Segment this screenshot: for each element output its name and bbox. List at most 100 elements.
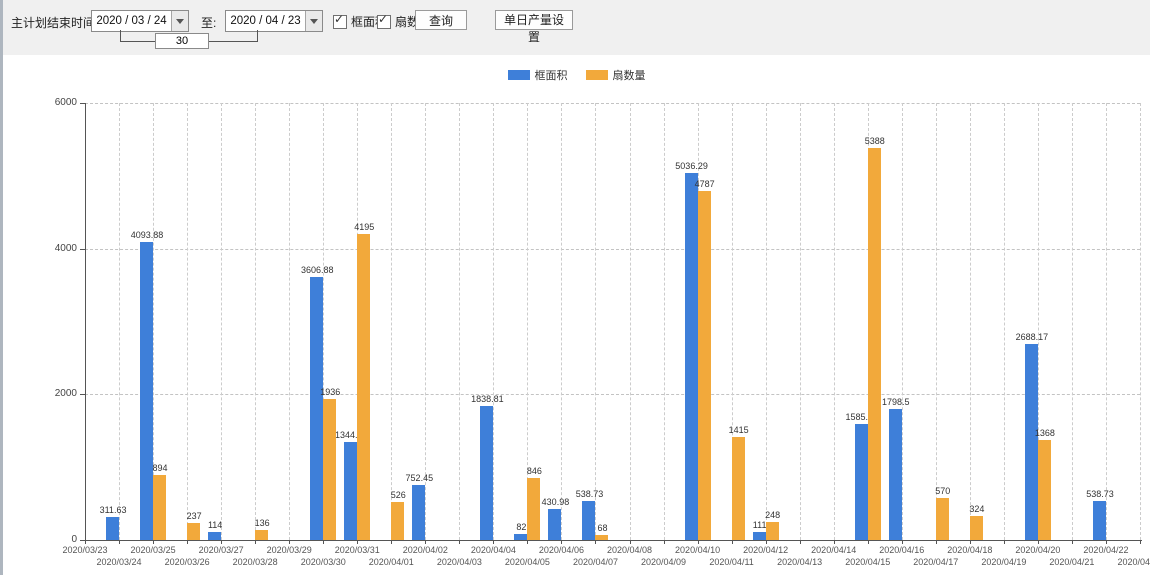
- legend-item-frame-area: 框面积: [507, 67, 568, 83]
- chart-bar: [1024, 344, 1038, 540]
- x-axis-tick-label: 2020/04/06: [538, 545, 584, 555]
- legend-item-fans-count: 扇数量: [585, 67, 646, 83]
- v-gridline: [493, 103, 495, 540]
- chart-bar: [854, 424, 868, 540]
- x-axis-tick: [629, 540, 631, 544]
- x-axis-tick-label: 2020/03/26: [164, 557, 210, 567]
- chart-bar: [1037, 440, 1051, 540]
- date-from-select[interactable]: 2020 / 03 / 24: [91, 10, 189, 32]
- x-axis-tick-label: 2020/03/25: [130, 545, 176, 555]
- bar-value-label: 1415: [728, 424, 749, 435]
- bar-value-label: 3606.88: [300, 265, 334, 276]
- x-axis-tick-label: 2020/04/19: [981, 557, 1027, 567]
- x-axis-tick-label: 2020/04/16: [879, 545, 925, 555]
- x-axis-tick: [901, 540, 903, 544]
- bar-value-label: 526: [390, 489, 406, 500]
- x-axis-tick: [153, 540, 155, 544]
- v-gridline: [799, 103, 801, 540]
- bar-value-label: 430.98: [541, 496, 570, 507]
- legend-label-fans-count: 扇数量: [612, 70, 646, 82]
- chart-area: 框面积 扇数量 0 2000 4000 6000 2020/03/23 2020/03/2…: [3, 55, 1150, 575]
- chart-bar: [752, 531, 766, 540]
- checkbox-fans-count-box[interactable]: ✓: [377, 13, 391, 29]
- window-left-edge: [0, 0, 3, 575]
- chevron-down-icon: [310, 18, 318, 28]
- y-axis-tick: [80, 540, 85, 541]
- y-axis-tick: [80, 103, 85, 104]
- to-label: 至:: [201, 16, 217, 30]
- v-gridline: [1003, 103, 1005, 540]
- toolbar: 主计划结束时间: 2020 / 03 / 24 至: 2020 / 04 / 2…: [3, 0, 1150, 55]
- checkbox-frame-area-box[interactable]: ✓: [333, 11, 347, 29]
- bar-value-label: 1798.5: [882, 397, 910, 407]
- v-gridline: [153, 103, 155, 540]
- bar-value-label: 4787: [694, 179, 715, 190]
- x-axis-tick: [1105, 540, 1107, 544]
- x-axis-tick-label: 2020/04/10: [675, 545, 721, 555]
- bar-value-label: 1936: [320, 386, 341, 397]
- v-gridline: [289, 103, 291, 540]
- bar-value-label: 136: [254, 518, 270, 529]
- x-axis-tick: [561, 540, 563, 544]
- x-axis-tick-label: 2020/04/08: [606, 545, 653, 555]
- bar-value-label: 5388: [864, 135, 885, 146]
- check-icon: ✓: [334, 11, 345, 26]
- bar-value-label: 1368: [1034, 428, 1055, 439]
- x-axis-tick-label: 2020/04/23: [1117, 557, 1150, 567]
- daily-output-settings-button[interactable]: 单日产量设置: [495, 10, 573, 44]
- v-gridline: [731, 103, 733, 540]
- chart-bar: [153, 474, 167, 540]
- x-axis-tick-label: 2020/03/29: [266, 545, 312, 555]
- v-gridline: [663, 103, 665, 540]
- date-to-select[interactable]: 2020 / 04 / 23: [225, 10, 323, 32]
- x-axis-tick-label: 2020/03/23: [62, 545, 108, 555]
- chart-bar: [867, 147, 881, 540]
- x-axis-tick: [697, 540, 699, 544]
- v-gridline: [969, 103, 971, 540]
- date-from-dropdown-arrow[interactable]: [171, 11, 188, 31]
- h-gridline: [85, 103, 1140, 104]
- v-gridline: [935, 103, 937, 540]
- x-axis-tick: [799, 540, 801, 544]
- v-gridline: [765, 103, 767, 540]
- x-axis-tick: [867, 540, 869, 544]
- x-axis-tick-label: 2020/04/02: [402, 545, 448, 555]
- bar-value-label: 4195: [354, 222, 375, 233]
- v-gridline: [595, 103, 597, 540]
- x-axis-tick-label: 2020/04/03: [436, 557, 482, 567]
- chart-bar: [765, 521, 779, 540]
- query-button[interactable]: 查询: [415, 10, 467, 30]
- chart-bar: [548, 508, 562, 540]
- chart-bar: [357, 234, 371, 540]
- x-axis-tick: [391, 540, 393, 544]
- x-axis-tick-label: 2020/04/04: [470, 545, 516, 555]
- x-axis-tick: [119, 540, 121, 544]
- x-axis-tick: [1071, 540, 1073, 544]
- legend-swatch-frame-area: [507, 70, 530, 80]
- x-axis-tick: [221, 540, 223, 544]
- y-axis-tick: [80, 394, 85, 396]
- x-axis: [85, 540, 1142, 541]
- x-axis-tick: [459, 540, 461, 544]
- bar-value-label: 570: [935, 486, 951, 497]
- x-axis-tick: [323, 540, 325, 544]
- chart-bar: [480, 406, 494, 540]
- y-axis-tick-label: 4000: [54, 242, 77, 254]
- v-gridline: [459, 103, 461, 540]
- v-gridline: [833, 103, 835, 540]
- x-axis-tick: [731, 540, 733, 544]
- date-to-dropdown-arrow[interactable]: [305, 11, 322, 31]
- chart-bar: [595, 535, 609, 540]
- chart-bar: [969, 516, 983, 540]
- days-count-input[interactable]: [155, 33, 209, 49]
- v-gridline: [1071, 103, 1073, 540]
- x-axis-tick-label: 2020/04/17: [913, 557, 959, 567]
- bar-value-label: 2688.17: [1015, 332, 1049, 343]
- v-gridline: [629, 103, 631, 540]
- x-axis-tick-label: 2020/04/13: [777, 557, 823, 567]
- x-axis-tick-label: 2020/04/14: [811, 545, 857, 555]
- bar-value-label: 324: [969, 504, 985, 515]
- legend-label-frame-area: 框面积: [534, 70, 568, 82]
- x-axis-tick-label: 2020/04/07: [572, 557, 618, 567]
- h-gridline: [85, 248, 1140, 250]
